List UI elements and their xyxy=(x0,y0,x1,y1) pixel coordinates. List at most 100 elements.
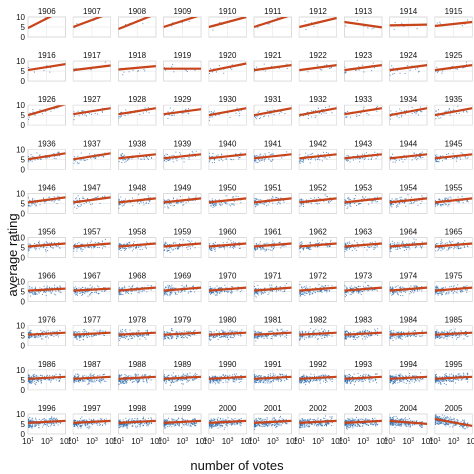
panel-title: 1949 xyxy=(173,183,191,192)
data-point xyxy=(263,248,265,250)
panel-1922: 1922 xyxy=(298,51,338,82)
fit-line xyxy=(344,64,382,72)
data-point xyxy=(233,242,235,244)
data-point xyxy=(344,243,346,245)
data-point xyxy=(126,332,128,334)
data-point xyxy=(49,291,51,293)
panel-1967: 1967 xyxy=(72,272,111,302)
fit-line xyxy=(434,242,473,248)
data-point xyxy=(461,290,463,292)
data-point xyxy=(53,152,55,154)
data-point xyxy=(410,292,412,294)
data-point xyxy=(73,70,75,72)
data-point xyxy=(446,242,448,244)
data-point xyxy=(258,110,260,112)
data-point xyxy=(124,285,126,287)
data-point xyxy=(346,154,348,156)
data-point xyxy=(52,247,54,249)
data-point xyxy=(179,196,181,198)
fit-line xyxy=(299,286,337,292)
data-point xyxy=(453,248,455,250)
fit-line xyxy=(344,197,382,204)
data-point xyxy=(451,66,453,68)
data-point xyxy=(47,242,49,244)
data-point xyxy=(211,291,213,293)
data-point xyxy=(55,290,57,292)
fit-line xyxy=(118,107,156,116)
data-point xyxy=(264,288,266,290)
data-point xyxy=(464,157,466,159)
data-point xyxy=(409,69,411,71)
panel-title: 1943 xyxy=(354,139,372,148)
data-point xyxy=(356,291,358,293)
data-point xyxy=(76,243,78,245)
data-point xyxy=(51,200,53,202)
data-point xyxy=(231,246,233,248)
panel-1962: 1962 xyxy=(298,228,338,258)
data-point xyxy=(136,246,138,248)
data-point xyxy=(30,244,32,246)
data-point xyxy=(53,157,55,159)
data-point xyxy=(28,204,30,206)
data-point xyxy=(305,247,307,249)
data-point xyxy=(398,117,400,119)
data-point xyxy=(440,204,442,206)
data-point xyxy=(101,110,103,112)
data-point xyxy=(231,286,233,288)
data-point xyxy=(413,152,415,154)
data-point xyxy=(46,242,48,244)
data-point xyxy=(31,155,33,157)
data-point xyxy=(181,285,183,287)
data-point xyxy=(118,117,120,119)
data-point xyxy=(390,203,392,205)
data-point xyxy=(103,155,105,157)
fit-line xyxy=(28,63,66,72)
data-point xyxy=(124,161,126,163)
panel-1929: 1929 xyxy=(163,95,202,126)
data-point xyxy=(397,292,399,294)
panel-title: 1941 xyxy=(264,139,282,148)
data-point xyxy=(118,203,120,205)
data-point xyxy=(210,112,212,114)
data-point xyxy=(169,159,171,161)
data-point xyxy=(399,247,401,249)
data-point xyxy=(209,288,211,290)
data-point xyxy=(97,292,99,294)
data-point xyxy=(28,337,30,339)
data-point xyxy=(396,242,398,244)
data-point xyxy=(262,246,264,248)
data-point xyxy=(209,287,211,289)
data-point xyxy=(144,337,146,339)
panel-1923: 1923 xyxy=(344,51,383,82)
data-point xyxy=(276,203,278,205)
data-point xyxy=(59,286,61,288)
data-point xyxy=(270,113,272,115)
data-point xyxy=(214,202,216,204)
data-point xyxy=(185,202,187,204)
data-point xyxy=(345,243,347,245)
data-point xyxy=(348,198,350,200)
data-point xyxy=(101,111,103,113)
data-point xyxy=(32,197,34,199)
fit-line xyxy=(73,107,111,116)
panel-title: 1962 xyxy=(309,228,327,237)
data-point xyxy=(361,64,363,66)
data-point xyxy=(415,113,417,115)
data-point xyxy=(40,246,42,248)
data-point xyxy=(133,241,135,243)
data-point xyxy=(417,290,419,292)
data-point xyxy=(311,22,313,24)
data-point xyxy=(87,287,89,289)
panel-1932: 1932 xyxy=(298,95,338,126)
data-point xyxy=(177,203,179,205)
data-point xyxy=(354,286,356,288)
data-point xyxy=(359,292,361,294)
data-point xyxy=(367,289,369,291)
panel-title: 1946 xyxy=(38,183,56,192)
fit-line xyxy=(163,242,202,248)
data-point xyxy=(138,194,140,196)
data-point xyxy=(373,199,375,201)
data-point xyxy=(303,248,305,250)
data-point xyxy=(322,156,324,158)
data-point xyxy=(391,156,393,158)
